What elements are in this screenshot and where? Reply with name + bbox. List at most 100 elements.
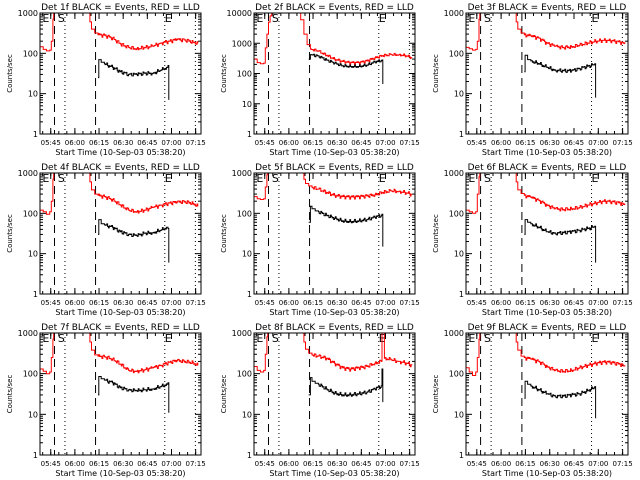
marker-lines [53, 173, 196, 294]
marker-lines [53, 13, 196, 134]
y-tick-label: 1 [247, 130, 252, 139]
marker-label-e: E [256, 172, 263, 185]
marker-lines [53, 333, 196, 455]
x-tick-label: 07:15 [400, 139, 420, 147]
x-axis-label: Start Time (10-Sep-03 05:38:20) [55, 469, 185, 478]
x-tick-label: 06:45 [137, 299, 157, 307]
panel-det-1f: Det 1f BLACK = Events, RED = LLD Counts/s… [6, 3, 206, 157]
y-tick-label: 10 [242, 410, 252, 419]
x-tick-label: 06:45 [351, 139, 371, 147]
marker-lines [267, 173, 410, 294]
marker-lines [480, 13, 623, 134]
x-tick-label: 06:15 [303, 460, 323, 468]
panel-title: Det 1f BLACK = Events, RED = LLD [41, 3, 200, 13]
marker-label-s: S [272, 12, 279, 25]
y-tick-label: 10 [28, 410, 38, 419]
series-line-events [524, 219, 597, 263]
panel-title: Det 9f BLACK = Events, RED = LLD [468, 323, 627, 333]
series-line-lld [254, 173, 413, 200]
x-tick-label: 06:15 [89, 299, 109, 307]
x-tick-label: 05:45 [255, 299, 275, 307]
series-line-lld [466, 13, 626, 51]
marker-label-s: S [484, 332, 491, 345]
y-tick-label: 1 [33, 451, 38, 460]
marker-label-e: E [42, 12, 49, 25]
y-tick-label: 10 [454, 90, 464, 99]
plot-frame [465, 172, 629, 295]
x-tick-label: 07:15 [186, 139, 206, 147]
x-tick-label: 06:15 [303, 299, 323, 307]
x-tick-label: 07:15 [613, 299, 633, 307]
x-tick-label: 05:45 [467, 460, 487, 468]
x-tick-label: 07:00 [161, 139, 181, 147]
marker-label-s: S [272, 172, 279, 185]
x-tick-label: 06:00 [491, 299, 511, 307]
marker-label-s: S [58, 172, 65, 185]
y-tick-label: 100 [23, 209, 38, 218]
marker-label-s: S [484, 12, 491, 25]
y-tick-label: 1 [459, 290, 464, 299]
panel-title: Det 7f BLACK = Events, RED = LLD [41, 323, 200, 333]
x-tick-label: 05:45 [41, 460, 61, 468]
series-line-lld [40, 333, 199, 375]
y-tick-label: 1000 [18, 9, 38, 18]
series-line-lld [466, 333, 626, 376]
plot-frame [39, 332, 202, 456]
x-tick-label: 06:30 [540, 299, 560, 307]
x-tick-label: 06:30 [540, 139, 560, 147]
plot-frame [39, 172, 202, 295]
panel-title: Det 3f BLACK = Events, RED = LLD [468, 3, 627, 13]
y-tick-label: 1 [33, 130, 38, 139]
y-axis-label: Counts/sec [432, 375, 440, 414]
x-tick-label: 05:45 [41, 299, 61, 307]
y-tick-label: 100 [237, 70, 252, 79]
y-tick-label: 1 [33, 290, 38, 299]
y-tick-label: 100 [23, 49, 38, 58]
panel-det-5f: Det 5f BLACK = Events, RED = LLD Counts/s… [220, 163, 420, 317]
marker-label-s: S [58, 12, 65, 25]
x-tick-label: 07:00 [375, 139, 395, 147]
marker-label-e: E [468, 332, 475, 345]
series-line-events [524, 54, 597, 98]
x-tick-label: 06:00 [65, 139, 85, 147]
x-tick-label: 05:45 [255, 139, 275, 147]
y-tick-label: 1000 [18, 329, 38, 338]
plot-frame [253, 332, 416, 456]
y-tick-label: 1000 [18, 169, 38, 178]
x-tick-label: 07:00 [161, 299, 181, 307]
y-tick-label: 100 [23, 370, 38, 379]
panel-title: Det 8f BLACK = Events, RED = LLD [255, 323, 414, 333]
marker-label-e: E [379, 12, 386, 25]
x-tick-label: 06:00 [65, 460, 85, 468]
marker-lines [480, 333, 623, 455]
x-tick-label: 05:45 [255, 460, 275, 468]
y-axis-label: Counts/sec [220, 214, 228, 253]
panel-title: Det 2f BLACK = Events, RED = LLD [255, 3, 414, 13]
x-axis-label: Start Time (10-Sep-03 05:38:20) [269, 308, 399, 317]
series-group [254, 13, 413, 84]
plot-frame [465, 12, 629, 135]
y-tick-label: 100 [449, 370, 464, 379]
panel-det-4f: Det 4f BLACK = Events, RED = LLD Counts/s… [6, 163, 206, 317]
panel-title: Det 6f BLACK = Events, RED = LLD [468, 163, 627, 173]
x-tick-label: 06:00 [279, 460, 299, 468]
y-axis-label: Counts/sec [6, 54, 14, 93]
x-tick-label: 06:00 [279, 139, 299, 147]
series-group [466, 173, 626, 263]
plot-frame [39, 12, 202, 135]
y-axis-label: Counts/sec [220, 375, 228, 414]
marker-label-e: E [42, 172, 49, 185]
x-tick-label: 06:15 [515, 299, 535, 307]
series-group [40, 173, 199, 263]
y-tick-label: 1000 [444, 329, 464, 338]
x-tick-label: 06:30 [113, 299, 133, 307]
series-group [40, 333, 199, 413]
panel-det-9f: Det 9f BLACK = Events, RED = LLD Counts/s… [432, 323, 633, 478]
y-axis-label: Counts/sec [432, 54, 440, 93]
y-axis-label: Counts/sec [6, 375, 14, 414]
marker-label-e: E [592, 172, 599, 185]
y-tick-label: 1000 [232, 169, 252, 178]
y-tick-label: 10 [28, 90, 38, 99]
x-tick-label: 06:45 [137, 460, 157, 468]
y-tick-label: 1 [459, 130, 464, 139]
